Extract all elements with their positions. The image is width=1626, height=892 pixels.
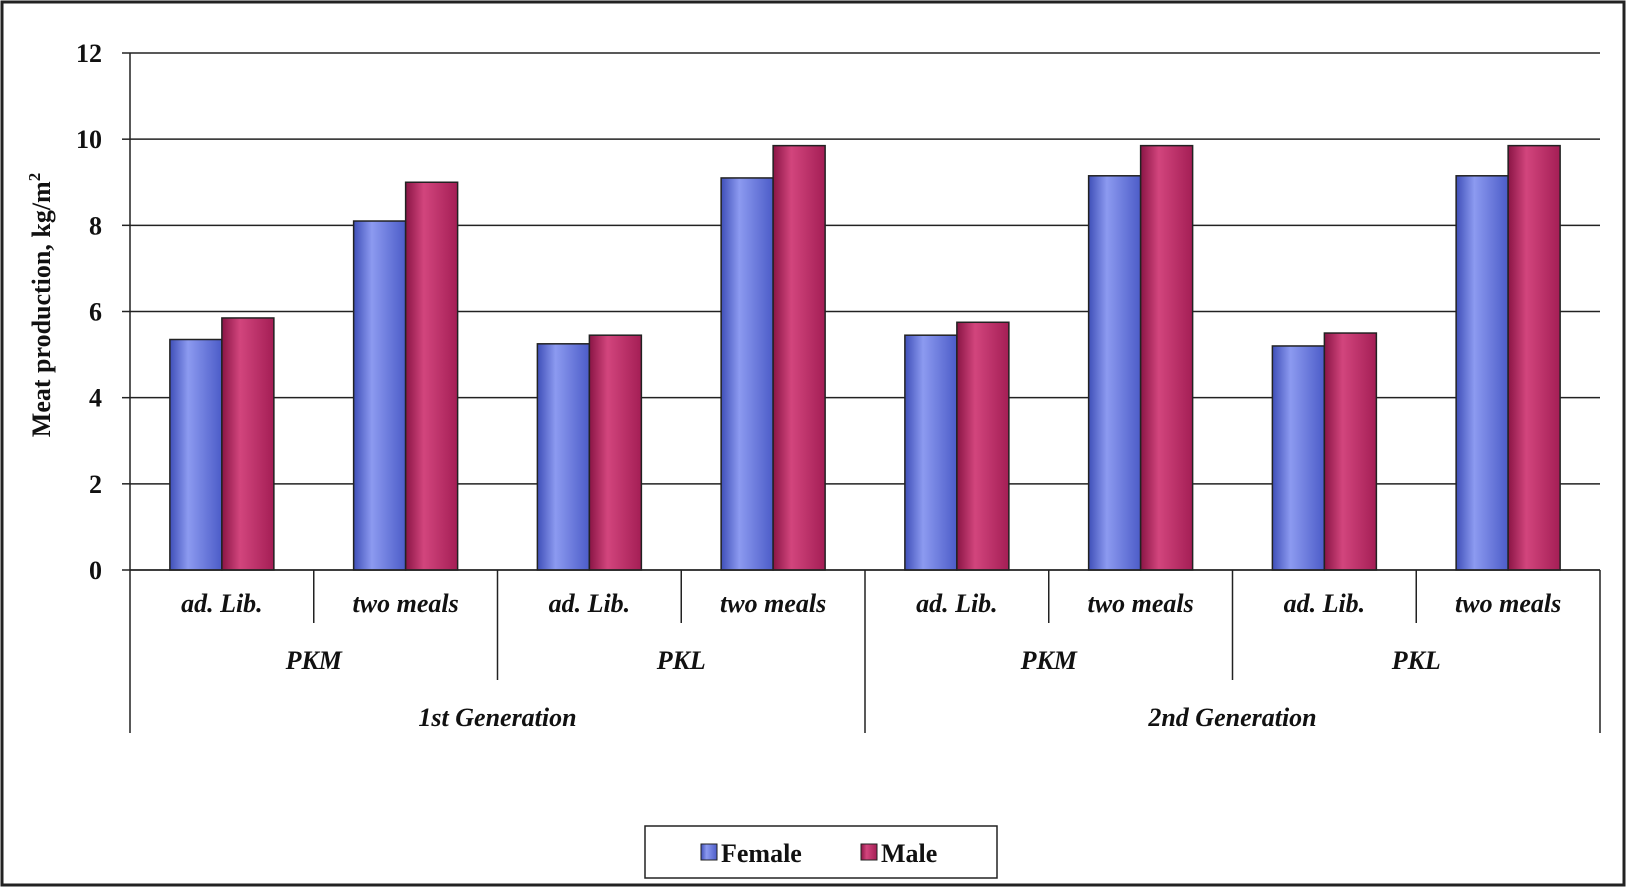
bar-male	[1139, 144, 1194, 571]
legend: Female Male	[644, 825, 998, 879]
x-supergroup-label: 2nd Generation	[1147, 703, 1316, 732]
bar-female	[1271, 345, 1326, 571]
legend-swatch-male	[860, 843, 878, 861]
legend-label-male: Male	[881, 839, 937, 868]
x-supergroup-label: 1st Generation	[418, 703, 576, 732]
x-group-label: PKM	[1020, 646, 1078, 675]
bar-male	[772, 144, 826, 571]
legend-label-female: Female	[721, 839, 802, 868]
y-axis-label-text: Meat production, kg/m	[27, 181, 56, 437]
x-group-label: PKM	[285, 646, 343, 675]
y-tick-label: 12	[76, 39, 102, 68]
bar-male	[588, 334, 643, 571]
y-tick-label: 8	[89, 211, 102, 240]
y-tick-label: 2	[89, 470, 102, 499]
x-tick-label: two meals	[1455, 589, 1561, 618]
y-tick-labels: 0 2 4 6 8 10 12	[76, 39, 102, 585]
x-tick-label: ad. Lib.	[1284, 589, 1366, 618]
x-tick-label: ad. Lib.	[181, 589, 263, 618]
y-tick-label: 0	[89, 556, 102, 585]
x-tick-label: ad. Lib.	[916, 589, 998, 618]
bar-female	[1087, 175, 1142, 571]
y-tick-label: 4	[89, 384, 102, 413]
bar-female	[1455, 175, 1509, 571]
legend-swatch-female	[700, 843, 718, 861]
x-category-labels: ad. Lib. two meals ad. Lib. two meals ad. Li…	[181, 589, 1561, 732]
y-tick-label: 6	[89, 298, 102, 327]
legend-box	[644, 825, 998, 879]
y-tick-label: 10	[76, 125, 102, 154]
axes	[122, 52, 1601, 733]
x-tick-label: ad. Lib.	[549, 589, 631, 618]
bar-male	[956, 321, 1010, 571]
bar-female	[536, 343, 591, 571]
bar-male	[221, 317, 275, 571]
bar-female	[720, 177, 774, 571]
x-tick-label: two meals	[720, 589, 826, 618]
bars	[169, 144, 1561, 571]
bar-female	[352, 220, 407, 571]
bar-female	[169, 338, 223, 571]
y-axis-label-superscript: 2	[25, 173, 44, 182]
x-tick-label: two meals	[353, 589, 459, 618]
x-group-label: PKL	[1391, 646, 1441, 675]
bar-male	[404, 181, 459, 571]
bar-female	[904, 334, 958, 571]
bar-male	[1323, 332, 1378, 571]
x-tick-label: two meals	[1088, 589, 1194, 618]
bar-male	[1507, 144, 1561, 571]
y-axis-label: Meat production, kg/m2	[25, 173, 56, 437]
x-group-label: PKL	[656, 646, 706, 675]
